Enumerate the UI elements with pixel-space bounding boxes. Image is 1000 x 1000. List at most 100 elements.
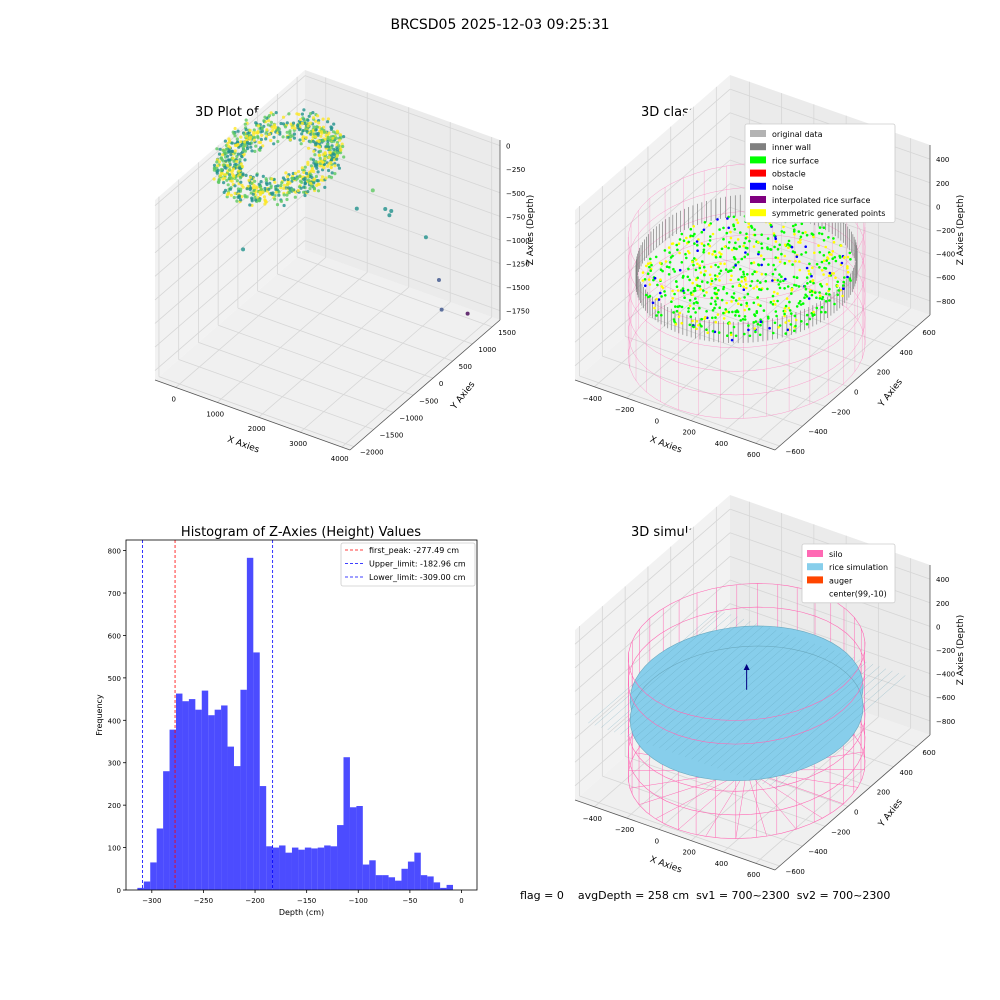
y-axis-label: Y Axies [876,797,905,830]
classify-point [773,234,776,237]
y-axis-line [774,734,931,871]
histogram-bar [362,864,370,890]
depth-histogram-panel: Histogram of Z-Axies (Height) Values −300… [95,525,478,917]
classify-point [648,294,652,298]
histogram-bar [317,847,325,890]
classify-point [685,236,688,240]
raw-surface-point [243,193,247,198]
raw-surface-point [312,132,316,136]
classify-point [713,306,716,310]
classify-point [705,291,708,294]
classify-point [709,235,712,238]
classify-point [753,233,757,237]
classify-point [734,299,738,302]
y-tick-label: −1500 [380,431,404,439]
classify-point [702,228,706,232]
raw-surface-point [291,121,296,125]
classify-point [649,261,652,265]
classify-point [783,307,787,310]
y-gridline [602,775,803,847]
classify-point [787,306,791,310]
classify-point [773,303,777,306]
raw-surface-point [235,179,239,183]
y-tick-label: 500 [108,675,121,683]
classify-legend-label: noise [772,183,793,192]
raw-surface-point [299,117,303,122]
raw-surface-point [287,112,291,116]
classify-point [793,251,797,254]
histogram-bar [150,862,157,890]
classify-point [677,315,681,319]
raw-surface-point [335,148,339,152]
raw-surface-point [292,136,296,140]
classify-point [843,255,846,259]
classify-point [820,232,824,236]
classify-point [737,260,740,264]
y-gridline [579,795,780,867]
classify-point [641,271,645,274]
raw-surface-point [332,147,336,151]
classify-point [708,223,711,227]
histogram-bar [208,715,215,890]
classify-point [760,242,763,245]
histogram-bar [227,746,234,890]
raw-surface-point [285,121,289,125]
raw-surface-point [252,189,256,193]
raw-surface-point [226,154,230,158]
classify-point [822,226,826,229]
raw-surface-point [239,187,243,191]
classify-point [812,281,815,285]
z-tick-label: −200 [936,227,955,235]
classify-point [696,301,699,305]
classify-point [733,228,737,231]
classify-point [714,300,717,303]
classify-point [757,250,761,254]
raw-surface-point [303,193,307,198]
histogram-bar [182,701,189,890]
z-tick-label: −1750 [506,308,530,316]
classify-point [667,273,671,276]
raw-surface-point [223,173,227,177]
raw-surface-point [322,166,326,170]
classify-point [758,333,762,337]
y-gridline [602,355,803,427]
raw-surface-point [217,160,221,164]
classify-point [654,255,658,259]
classify-point [671,289,674,293]
raw-surface-point [317,145,322,149]
raw-surface-point [223,188,228,192]
simulation-legend-label: center(99,-10) [829,590,887,599]
classify-point [776,299,779,303]
histogram-legend-label: first_peak: -277.49 cm [369,546,459,555]
classify-point [725,231,729,235]
classify-point [808,317,812,321]
raw-surface-point [252,183,256,187]
rice-mesh-line [762,670,893,785]
classify-point [732,215,736,219]
classify-point [787,239,791,243]
classify-point [731,285,735,288]
y-tick-label: −1000 [399,414,423,422]
raw-surface-point [259,187,263,191]
raw-outlier-point [383,207,388,212]
raw-surface-point [218,147,222,151]
classify-point [675,280,678,283]
classify-point [759,304,762,308]
raw-surface-point [269,184,273,188]
raw-surface-point [230,149,234,154]
classify-point [778,273,781,276]
classify-3d-panel: 3D classify of Silo Interior−400−2000200… [574,75,966,459]
y-tick-label: −500 [419,397,438,405]
raw-surface-point [298,138,302,142]
classify-point [719,269,723,273]
classify-point [734,241,737,245]
y-tick-label: 0 [117,887,121,895]
histogram-bar [298,849,305,890]
classify-point [734,334,738,338]
classify-point [703,273,706,277]
classify-point [837,289,840,292]
histogram-bar [395,880,402,890]
raw-surface-point [264,177,268,181]
classify-point [718,279,721,282]
